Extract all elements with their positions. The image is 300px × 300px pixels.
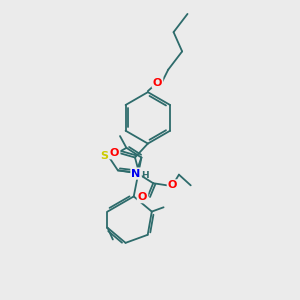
Text: O: O	[138, 192, 147, 202]
Text: O: O	[168, 180, 177, 190]
Text: O: O	[110, 148, 119, 158]
Text: N: N	[131, 169, 141, 178]
Text: O: O	[153, 77, 162, 88]
Text: S: S	[100, 152, 108, 161]
Text: H: H	[141, 171, 148, 180]
